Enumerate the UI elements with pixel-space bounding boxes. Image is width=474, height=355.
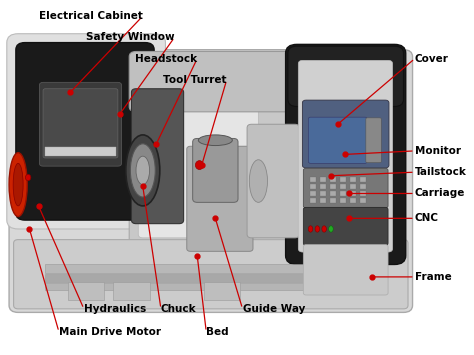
Text: Cover: Cover	[415, 54, 449, 64]
Text: Headstock: Headstock	[135, 54, 197, 64]
Bar	[319, 184, 327, 189]
FancyBboxPatch shape	[131, 89, 183, 224]
Bar	[339, 184, 346, 189]
Ellipse shape	[308, 226, 313, 232]
Ellipse shape	[315, 226, 319, 232]
FancyBboxPatch shape	[288, 46, 403, 106]
Text: Bed: Bed	[206, 327, 229, 337]
Bar	[359, 198, 366, 203]
FancyBboxPatch shape	[129, 51, 315, 112]
Text: Tailstock: Tailstock	[415, 167, 467, 177]
Bar	[310, 191, 317, 196]
Bar	[349, 177, 356, 182]
FancyBboxPatch shape	[138, 82, 258, 238]
Bar	[310, 198, 317, 203]
Bar	[46, 283, 308, 290]
FancyBboxPatch shape	[303, 245, 388, 295]
Ellipse shape	[198, 135, 232, 146]
Bar	[339, 177, 346, 182]
Text: Monitor: Monitor	[415, 146, 461, 156]
Ellipse shape	[195, 160, 203, 170]
FancyBboxPatch shape	[16, 43, 154, 220]
Bar	[46, 147, 116, 156]
Text: Hydraulics: Hydraulics	[84, 304, 146, 314]
FancyBboxPatch shape	[129, 51, 315, 261]
Bar	[319, 198, 327, 203]
Bar	[339, 191, 346, 196]
Bar	[310, 184, 317, 189]
Ellipse shape	[136, 156, 150, 185]
Text: Frame: Frame	[415, 272, 452, 282]
Bar	[329, 184, 337, 189]
Ellipse shape	[126, 135, 160, 206]
Bar	[329, 191, 337, 196]
Text: CNC: CNC	[415, 213, 439, 223]
FancyBboxPatch shape	[247, 124, 299, 238]
FancyBboxPatch shape	[39, 82, 121, 166]
Bar	[349, 184, 356, 189]
FancyBboxPatch shape	[14, 240, 408, 309]
Bar	[319, 191, 327, 196]
Bar	[339, 198, 346, 203]
FancyBboxPatch shape	[192, 138, 238, 202]
Bar	[68, 282, 104, 300]
Bar	[204, 282, 240, 300]
Bar	[113, 282, 150, 300]
Text: Electrical Cabinet: Electrical Cabinet	[39, 11, 143, 21]
FancyBboxPatch shape	[303, 207, 388, 245]
Bar	[319, 177, 327, 182]
Bar	[359, 191, 366, 196]
Bar	[329, 177, 337, 182]
Text: Safety Window: Safety Window	[86, 32, 174, 42]
Text: Chuck: Chuck	[161, 304, 197, 314]
Bar	[349, 198, 356, 203]
FancyBboxPatch shape	[286, 44, 406, 264]
Text: Tool Turret: Tool Turret	[163, 75, 227, 85]
FancyBboxPatch shape	[302, 100, 389, 168]
FancyBboxPatch shape	[308, 117, 367, 163]
Text: Guide Way: Guide Way	[243, 304, 305, 314]
FancyBboxPatch shape	[43, 89, 118, 158]
FancyBboxPatch shape	[7, 34, 165, 229]
FancyBboxPatch shape	[9, 50, 412, 312]
Ellipse shape	[9, 153, 27, 217]
FancyBboxPatch shape	[187, 146, 253, 251]
FancyBboxPatch shape	[303, 168, 388, 208]
Text: Main Drive Motor: Main Drive Motor	[59, 327, 161, 337]
Bar	[46, 274, 308, 282]
Text: Carriage: Carriage	[415, 189, 465, 198]
Bar	[359, 177, 366, 182]
Bar	[349, 191, 356, 196]
Ellipse shape	[249, 160, 267, 202]
FancyBboxPatch shape	[298, 60, 392, 252]
Bar	[329, 198, 337, 203]
Ellipse shape	[328, 226, 333, 232]
Ellipse shape	[130, 144, 155, 197]
Ellipse shape	[13, 163, 23, 206]
Ellipse shape	[322, 226, 327, 232]
Bar	[359, 184, 366, 189]
Bar	[46, 264, 308, 273]
Bar	[310, 177, 317, 182]
FancyBboxPatch shape	[366, 118, 381, 163]
Ellipse shape	[26, 174, 31, 181]
